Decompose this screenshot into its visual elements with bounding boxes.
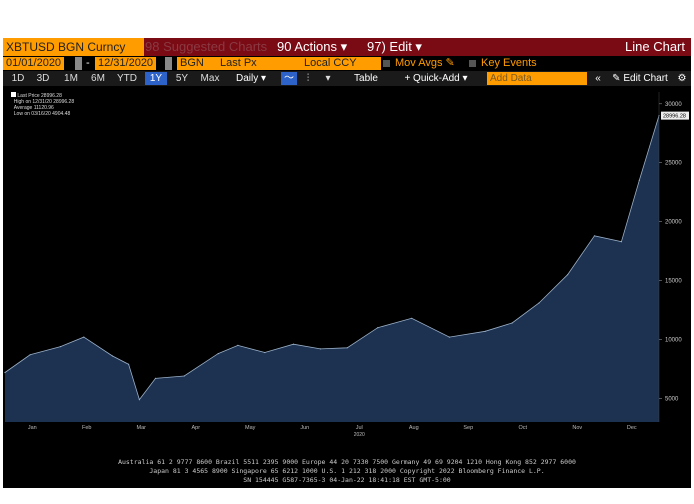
calendar-icon[interactable]	[75, 57, 82, 70]
source-field[interactable]: BGN	[177, 57, 217, 70]
x-tick-label: Jun	[300, 425, 309, 431]
data-point	[411, 317, 413, 319]
x-tick-label: Feb	[82, 425, 91, 431]
chevron-down-icon[interactable]: ▾	[325, 73, 331, 84]
x-tick-label: May	[245, 425, 256, 431]
key-events-toggle[interactable]: Key Events	[469, 57, 537, 70]
security-field[interactable]: XBTUSD BGN Curncy	[3, 38, 144, 56]
field-select[interactable]: Last Px	[217, 57, 303, 70]
collapse-icon[interactable]: «	[595, 73, 601, 84]
currency-select[interactable]: Local CCY	[301, 57, 381, 70]
data-point	[567, 274, 569, 276]
x-tick-label: Oct	[518, 425, 527, 431]
data-point	[638, 179, 640, 181]
x-tick-label: Apr	[191, 425, 200, 431]
add-data-input[interactable]: Add Data	[487, 72, 587, 85]
edit-menu[interactable]: 97) Edit ▾	[367, 39, 422, 54]
gear-icon[interactable]: ⚙	[677, 73, 687, 84]
data-point	[111, 355, 114, 357]
data-point	[484, 330, 486, 332]
range-toolbar: 1D 3D 1M 6M YTD 1Y 5Y Max Daily ▾ 〜 ⫶ ▾ …	[3, 71, 691, 86]
table-button[interactable]: Table	[354, 73, 378, 84]
x-tick-label: Dec	[627, 425, 637, 431]
data-point	[593, 235, 596, 237]
range-1m-button[interactable]: 1M	[64, 73, 78, 84]
y-tick-label: 20000	[665, 220, 682, 226]
price-chart: 5000 10000 15000 20000 25000 30000 28996.28 Jan…	[4, 92, 689, 438]
data-point	[83, 336, 85, 338]
last-value-label: 28996.28	[663, 114, 686, 120]
date-dash: -	[86, 57, 90, 69]
data-point	[59, 346, 62, 348]
range-6m-button[interactable]: 6M	[91, 73, 105, 84]
data-point	[237, 344, 239, 346]
x-tick-label: Jul	[356, 425, 363, 431]
range-3d-button[interactable]: 3D	[36, 73, 50, 84]
edit-chart-button[interactable]: ✎ Edit Chart	[612, 73, 668, 84]
line-style-icon[interactable]: 〜	[281, 72, 297, 85]
y-tick-label: 30000	[665, 102, 682, 108]
data-point	[319, 348, 321, 350]
actions-menu[interactable]: 90 Actions ▾	[277, 39, 348, 54]
calendar-icon[interactable]	[165, 57, 172, 70]
start-date-field[interactable]: 01/01/2020	[3, 57, 65, 70]
range-1y-button[interactable]: 1Y	[145, 72, 167, 85]
data-point	[377, 327, 379, 329]
x-tick-label: Jan	[28, 425, 37, 431]
range-ytd-button[interactable]: YTD	[117, 73, 137, 84]
mov-avgs-toggle[interactable]: Mov Avgs ✎	[383, 57, 455, 70]
quick-add-menu[interactable]: + Quick-Add ▾	[404, 73, 468, 84]
end-date-field[interactable]: 12/31/2020	[95, 57, 157, 70]
legend-low: Low on 03/16/20 4904.48	[13, 111, 71, 117]
footer-line: Australia 61 2 9777 8600 Brazil 5511 239…	[118, 458, 576, 466]
year-label: 2020	[354, 432, 365, 438]
price-area	[5, 115, 659, 422]
date-toolbar: 01/01/2020 - 12/31/2020 BGN Last Px Loca…	[3, 56, 691, 71]
terminal-screen: XBTUSD BGN Curncy 98 Suggested Charts 90…	[3, 38, 691, 488]
data-point	[4, 371, 6, 374]
chart-legend: Last Price 28996.28 High on 12/31/20 289…	[11, 92, 74, 117]
data-point	[620, 241, 623, 243]
last-value-badge	[661, 111, 689, 120]
x-tick-label: Aug	[409, 425, 419, 431]
y-tick-label: 25000	[665, 161, 682, 167]
bar-style-icon[interactable]: ⫶	[306, 73, 310, 84]
checkbox-icon[interactable]	[469, 59, 476, 67]
data-point	[138, 399, 140, 401]
price-line	[4, 115, 660, 401]
checkbox-icon[interactable]	[383, 59, 390, 67]
legend-swatch	[11, 92, 16, 97]
y-tick-label: 10000	[665, 338, 682, 344]
data-point	[346, 347, 348, 349]
data-point	[154, 377, 157, 379]
range-5y-button[interactable]: 5Y	[175, 73, 189, 84]
data-point	[538, 302, 540, 304]
data-point	[128, 363, 130, 365]
data-point	[29, 354, 31, 356]
data-point	[217, 353, 219, 355]
range-1d-button[interactable]: 1D	[11, 73, 25, 84]
chart-type-label: Line Chart	[625, 39, 685, 54]
x-tick-label: Sep	[463, 425, 473, 431]
data-point	[292, 343, 295, 345]
data-point	[448, 336, 450, 338]
data-point	[183, 375, 185, 377]
footer-line: SN 154445 G587-7365-3 04-Jan-22 18:41:18…	[243, 476, 451, 484]
x-tick-label: Nov	[572, 425, 582, 431]
footer-contacts: Australia 61 2 9777 8600 Brazil 5511 239…	[3, 458, 691, 485]
legend-high: High on 12/31/20 28996.28	[13, 99, 75, 105]
legend-last-price: Last Price 28996.28	[11, 92, 74, 99]
y-tick-label: 15000	[665, 279, 682, 285]
data-point	[264, 351, 266, 354]
y-tick-label: 5000	[665, 396, 679, 402]
data-point	[511, 322, 513, 324]
periodicity-select[interactable]: Daily ▾	[235, 73, 267, 84]
title-toolbar: XBTUSD BGN Curncy 98 Suggested Charts 90…	[3, 38, 691, 56]
footer-line: Japan 81 3 4565 8900 Singapore 65 6212 1…	[149, 467, 545, 475]
suggested-charts-button[interactable]: 98 Suggested Charts	[145, 39, 268, 54]
legend-average: Average 11120.96	[13, 105, 54, 111]
range-max-button[interactable]: Max	[200, 73, 220, 84]
x-tick-label: Mar	[137, 425, 147, 431]
